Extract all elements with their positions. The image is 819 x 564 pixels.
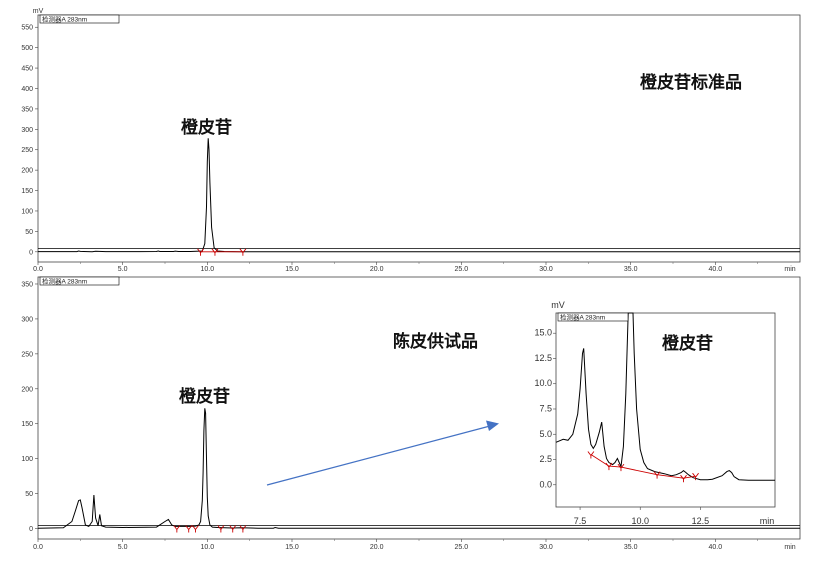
- trace-standard: [38, 138, 800, 253]
- xlabel-inset: min: [760, 516, 775, 526]
- y-tick-label-1: 50: [25, 491, 33, 498]
- integration-mark-0: [197, 248, 204, 256]
- x-tick-label-6: 30.0: [539, 544, 553, 551]
- integration-mark-4: [229, 525, 237, 533]
- x-tick-label-7: 35.0: [624, 266, 638, 273]
- x-ticks-standard: 0.0 5.0 10.0 15.0 20.0 25.0 30.0 35.0 40.0: [33, 262, 758, 273]
- legend-standard: 检测器A 283nm: [42, 15, 87, 24]
- integration-mark-2: [239, 248, 247, 256]
- sample-label-sample: 陈皮供试品: [393, 331, 478, 352]
- trace-inset: [555, 312, 775, 481]
- integration-mark-1: [605, 462, 613, 471]
- integration-marks-standard: [197, 248, 247, 256]
- integration-mark-1: [211, 248, 219, 256]
- y-tick-label-0: 0: [29, 526, 33, 533]
- y-tick-label-7: 350: [21, 281, 33, 288]
- integration-mark-0: [587, 451, 595, 459]
- x-tick-label-1: 5.0: [118, 266, 128, 273]
- x-tick-label-3: 15.0: [285, 544, 299, 551]
- integration-mark-2: [617, 463, 625, 472]
- integration-mark-5: [692, 472, 699, 481]
- ylabel-inset: mV: [551, 300, 565, 310]
- integration-mark-3: [653, 471, 661, 479]
- y-tick-label-5: 250: [21, 147, 33, 154]
- y-tick-label-9: 450: [21, 66, 33, 73]
- integration-mark-2: [192, 525, 199, 533]
- ylabel-standard: mV: [33, 8, 44, 15]
- integration-mark-4: [680, 474, 687, 483]
- x-tick-label-2: 10.0: [201, 544, 215, 551]
- y-tick-label-1: 2.5: [539, 454, 552, 464]
- sample-label-standard: 橙皮苷标准品: [640, 72, 742, 93]
- peak-label-standard: 橙皮苷: [181, 117, 232, 138]
- integration-mark-1: [185, 525, 193, 533]
- x-tick-label-7: 35.0: [624, 544, 638, 551]
- y-tick-label-2: 5.0: [539, 429, 552, 439]
- x-tick-label-4: 20.0: [370, 544, 384, 551]
- peak-label-sample: 橙皮苷: [179, 386, 230, 407]
- peak-label-inset: 橙皮苷: [662, 333, 713, 354]
- y-tick-label-1: 50: [25, 229, 33, 236]
- trace-sample: [37, 408, 800, 529]
- x-ticks-inset: 7.5 10.0 12.5: [574, 507, 709, 526]
- y-ticks-standard: 0 50 100 150 200 250 300 350 400 450 500 550: [21, 25, 38, 256]
- y-tick-label-0: 0: [29, 249, 33, 256]
- y-ticks-inset: 0.0 2.5 5.0 7.5 10.0 12.5 15.0: [534, 328, 556, 489]
- legend-box-inset: [557, 312, 629, 322]
- y-tick-label-5: 12.5: [534, 353, 552, 363]
- y-tick-label-4: 200: [21, 168, 33, 175]
- x-tick-label-1: 10.0: [631, 516, 649, 526]
- y-tick-label-3: 150: [21, 421, 33, 428]
- x-tick-label-2: 10.0: [201, 266, 215, 273]
- baseline-inset: [590, 454, 696, 479]
- x-tick-label-0: 0.0: [33, 544, 43, 551]
- x-tick-label-4: 20.0: [370, 266, 384, 273]
- x-tick-label-8: 40.0: [709, 544, 723, 551]
- y-tick-label-4: 10.0: [534, 378, 552, 388]
- y-tick-label-7: 350: [21, 106, 33, 113]
- y-ticks-sample: 0 50 100 150 200 250 300 350: [21, 281, 38, 533]
- x-tick-label-0: 0.0: [33, 266, 43, 273]
- y-tick-label-3: 7.5: [539, 403, 552, 413]
- x-tick-label-1: 5.0: [118, 544, 128, 551]
- y-tick-label-4: 200: [21, 386, 33, 393]
- integration-marks-inset: [587, 451, 699, 483]
- legend-inset: 检测器A 283nm: [560, 313, 605, 322]
- xlabel-standard: min: [784, 266, 795, 273]
- chart-sample: 0 50 100 150 200 250 300 350 0.0 5.0 10.0 15.0 20.0…: [21, 276, 801, 551]
- x-tick-label-8: 40.0: [709, 266, 723, 273]
- y-tick-label-6: 300: [21, 316, 33, 323]
- integration-marks-sample: [173, 525, 247, 533]
- y-tick-label-2: 100: [21, 208, 33, 215]
- y-tick-label-11: 550: [21, 25, 33, 32]
- legend-sample: 检测器A 283nm: [42, 277, 87, 286]
- xlabel-sample: min: [784, 544, 795, 551]
- y-tick-label-10: 500: [21, 45, 33, 52]
- x-tick-label-2: 12.5: [692, 516, 710, 526]
- x-tick-label-0: 7.5: [574, 516, 587, 526]
- y-tick-label-5: 250: [21, 351, 33, 358]
- x-tick-label-5: 25.0: [455, 544, 469, 551]
- chart-standard: 0 50 100 150 200 250 300 350 400 450 500 550 0.0 5.0…: [21, 8, 801, 273]
- chart-inset: 0.0 2.5 5.0 7.5 10.0 12.5 15.0 7.5 10.0 12.5 检测器…: [534, 300, 776, 526]
- zoom-arrow: [266, 420, 499, 486]
- y-tick-label-8: 400: [21, 86, 33, 93]
- integration-mark-3: [217, 525, 225, 533]
- y-tick-label-6: 15.0: [534, 328, 552, 338]
- integration-mark-5: [239, 525, 247, 533]
- y-tick-label-0: 0.0: [539, 479, 552, 489]
- integration-mark-0: [173, 525, 181, 533]
- legend-box-sample: [39, 276, 120, 286]
- y-tick-label-6: 300: [21, 127, 33, 134]
- x-ticks-sample: 0.0 5.0 10.0 15.0 20.0 25.0 30.0 35.0 40.0: [33, 539, 758, 551]
- x-tick-label-6: 30.0: [539, 266, 553, 273]
- y-tick-label-3: 150: [21, 188, 33, 195]
- x-tick-label-3: 15.0: [285, 266, 299, 273]
- x-tick-label-5: 25.0: [455, 266, 469, 273]
- y-tick-label-2: 100: [21, 456, 33, 463]
- legend-box-standard: [39, 14, 120, 24]
